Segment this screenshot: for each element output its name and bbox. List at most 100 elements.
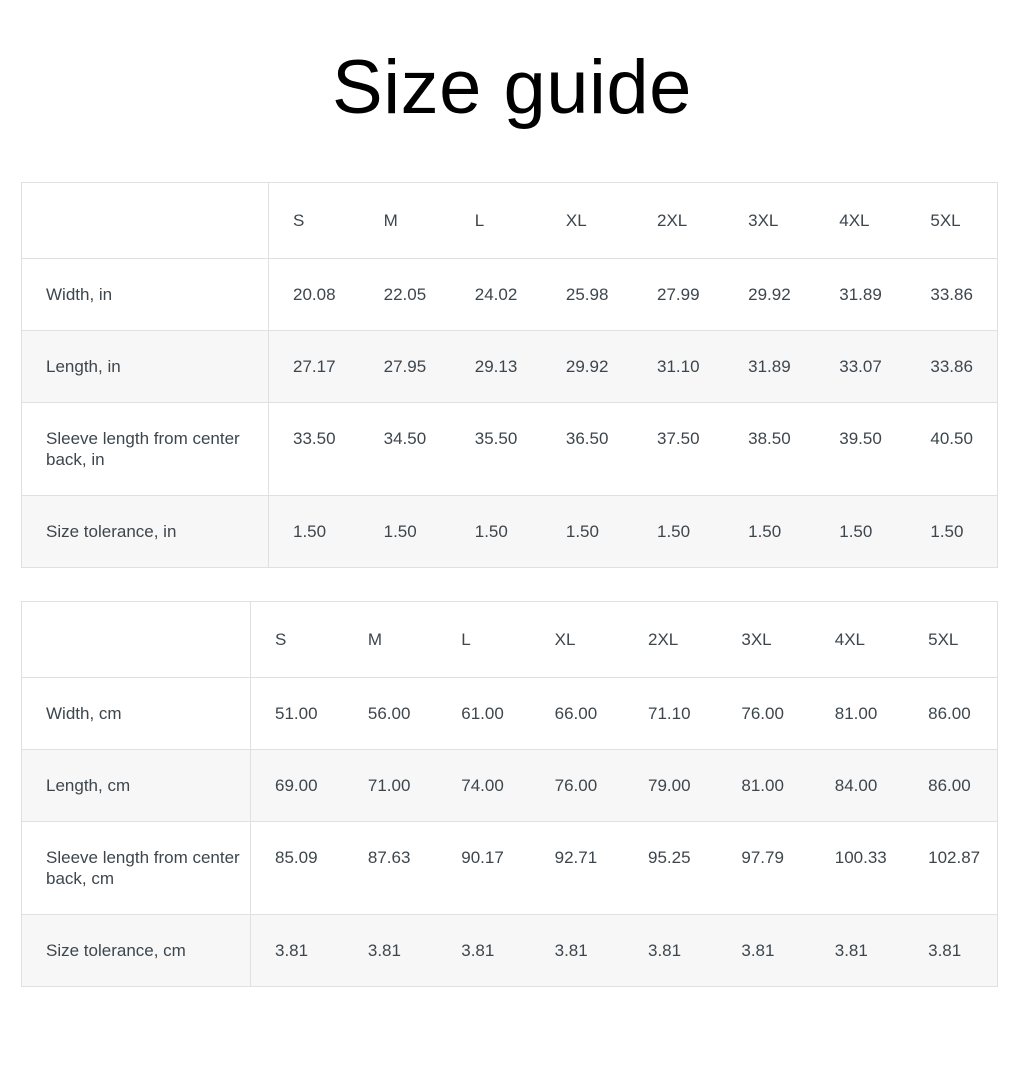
size-value-cell: 31.10 [657, 356, 700, 376]
size-value-cell: 3.81 [275, 940, 309, 960]
size-value-cell: 86.00 [928, 775, 971, 795]
size-column-header: 2XL [648, 629, 679, 649]
size-value-cell: 1.50 [474, 521, 508, 541]
size-value-cell: 66.00 [554, 703, 598, 723]
size-guide-page: Size guide S M L XL 2XL 3XL 4XL 5XL Width, in 20.… [0, 46, 1024, 1017]
size-value-cell: 33.86 [930, 356, 973, 376]
size-value-cell: 34.50 [383, 428, 427, 448]
size-column-header: 5XL [928, 629, 959, 649]
table-row: Size tolerance, cm 3.81 3.81 3.81 3.81 3.81 3.… [21, 914, 998, 987]
row-label: Sleeve length from center back, cm [21, 821, 251, 915]
corner-cell [21, 601, 251, 678]
size-value-cell: 69.00 [275, 775, 318, 795]
size-column-header: 5XL [930, 210, 961, 230]
size-column-header: 2XL [657, 210, 688, 230]
size-value-cell: 74.00 [461, 775, 504, 795]
size-value-cell: 33.86 [930, 284, 973, 304]
table-row: Size tolerance, in 1.50 1.50 1.50 1.50 1.50 1.… [21, 495, 998, 568]
size-column-header: S [275, 629, 287, 649]
size-value-cell: 1.50 [383, 521, 417, 541]
size-value-cell: 97.79 [741, 847, 784, 867]
table-row: Sleeve length from center back, cm 85.09 8… [21, 821, 998, 915]
page-title: Size guide [332, 45, 692, 130]
size-value-cell: 39.50 [839, 428, 882, 448]
row-label: Size tolerance, in [21, 495, 269, 568]
size-value-cell: 29.13 [474, 356, 518, 376]
size-value-cell: 3.81 [367, 940, 401, 960]
size-value-cell: 76.00 [554, 775, 598, 795]
size-value-cell: 36.50 [565, 428, 609, 448]
size-value-cell: 22.05 [383, 284, 427, 304]
row-label: Size tolerance, cm [21, 914, 251, 987]
size-value-cell: 35.50 [474, 428, 518, 448]
size-value-cell: 81.00 [741, 775, 784, 795]
size-value-cell: 95.25 [648, 847, 691, 867]
size-value-cell: 33.50 [293, 428, 336, 448]
size-column-header: 3XL [748, 210, 779, 230]
size-value-cell: 29.92 [565, 356, 609, 376]
size-value-cell: 3.81 [928, 940, 962, 960]
header-row: S M L XL 2XL 3XL 4XL 5XL [21, 182, 998, 259]
size-value-cell: 1.50 [839, 521, 873, 541]
size-value-cell: 37.50 [657, 428, 700, 448]
size-value-cell: 56.00 [367, 703, 411, 723]
size-value-cell: 92.71 [554, 847, 598, 867]
size-column-header: 3XL [741, 629, 772, 649]
table-row: Length, cm 69.00 71.00 74.00 76.00 79.00 81.00… [21, 749, 998, 822]
row-label: Length, cm [21, 749, 251, 822]
size-column-header: S [293, 210, 305, 230]
size-column-header: 4XL [839, 210, 870, 230]
row-label: Width, cm [21, 677, 251, 750]
size-value-cell: 76.00 [741, 703, 784, 723]
size-value-cell: 61.00 [461, 703, 504, 723]
size-value-cell: 102.87 [928, 847, 981, 867]
row-label: Sleeve length from center back, in [21, 402, 269, 496]
header-row: S M L XL 2XL 3XL 4XL 5XL [21, 601, 998, 678]
size-value-cell: 27.99 [657, 284, 700, 304]
size-value-cell: 71.00 [367, 775, 411, 795]
size-value-cell: 79.00 [648, 775, 691, 795]
size-column-header: XL [565, 210, 587, 230]
size-value-cell: 1.50 [293, 521, 327, 541]
table-row: Length, in 27.17 27.95 29.13 29.92 31.10 31.89… [21, 330, 998, 403]
size-column-header: XL [554, 629, 576, 649]
size-value-cell: 38.50 [748, 428, 791, 448]
size-value-cell: 85.09 [275, 847, 318, 867]
size-table-centimeters: S M L XL 2XL 3XL 4XL 5XL Width, cm 51.00 56.00 61.0… [21, 600, 998, 987]
size-value-cell: 31.89 [748, 356, 791, 376]
size-table-inches: S M L XL 2XL 3XL 4XL 5XL Width, in 20.08 22.05 24.0… [21, 181, 998, 568]
size-value-cell: 90.17 [461, 847, 504, 867]
size-value-cell: 3.81 [648, 940, 682, 960]
size-value-cell: 3.81 [834, 940, 868, 960]
size-value-cell: 27.95 [383, 356, 427, 376]
size-value-cell: 25.98 [565, 284, 609, 304]
size-value-cell: 3.81 [554, 940, 588, 960]
size-value-cell: 33.07 [839, 356, 882, 376]
row-label: Length, in [21, 330, 269, 403]
size-value-cell: 24.02 [474, 284, 518, 304]
size-value-cell: 71.10 [648, 703, 691, 723]
size-value-cell: 1.50 [748, 521, 782, 541]
size-value-cell: 31.89 [839, 284, 882, 304]
size-value-cell: 3.81 [461, 940, 495, 960]
size-value-cell: 3.81 [741, 940, 775, 960]
table-row: Sleeve length from center back, in 33.50 3… [21, 402, 998, 496]
size-column-header: L [474, 210, 485, 230]
size-value-cell: 87.63 [367, 847, 411, 867]
size-value-cell: 1.50 [930, 521, 964, 541]
size-value-cell: 86.00 [928, 703, 971, 723]
table-row: Width, cm 51.00 56.00 61.00 66.00 71.10 76.00 8… [21, 677, 998, 750]
size-value-cell: 51.00 [275, 703, 318, 723]
size-value-cell: 40.50 [930, 428, 973, 448]
size-column-header: M [367, 629, 383, 649]
size-column-header: L [461, 629, 471, 649]
size-column-header: 4XL [834, 629, 865, 649]
size-value-cell: 100.33 [834, 847, 887, 867]
size-column-header: M [383, 210, 398, 230]
size-value-cell: 84.00 [834, 775, 878, 795]
size-value-cell: 20.08 [293, 284, 336, 304]
size-value-cell: 1.50 [657, 521, 691, 541]
size-value-cell: 1.50 [565, 521, 599, 541]
row-label: Width, in [21, 258, 269, 331]
size-tables: S M L XL 2XL 3XL 4XL 5XL Width, in 20.08 22.05 24.0… [0, 181, 1024, 1017]
